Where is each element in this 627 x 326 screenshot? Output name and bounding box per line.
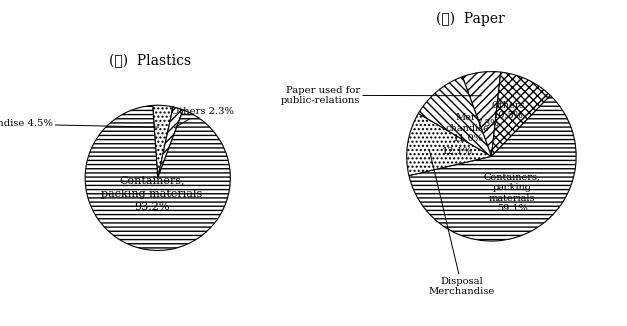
Wedge shape xyxy=(85,105,230,250)
Wedge shape xyxy=(418,77,492,156)
Text: Containers,
packing materials
93.2%: Containers, packing materials 93.2% xyxy=(102,176,203,212)
Text: Others
10.5%: Others 10.5% xyxy=(492,101,525,120)
Text: Others 2.3%: Others 2.3% xyxy=(171,107,234,128)
Wedge shape xyxy=(153,105,173,178)
Text: Merchandise 4.5%: Merchandise 4.5% xyxy=(0,120,159,128)
Text: 12.1%: 12.1% xyxy=(441,147,472,156)
Text: 7.3%: 7.3% xyxy=(476,119,499,127)
Text: (イ)  Paper: (イ) Paper xyxy=(436,12,505,26)
Text: Containers,
packing
materials
59.1%: Containers, packing materials 59.1% xyxy=(483,173,540,213)
Text: (ア)  Plastics: (ア) Plastics xyxy=(110,54,191,69)
Text: Disposal
Merchandise: Disposal Merchandise xyxy=(429,150,495,296)
Wedge shape xyxy=(409,96,576,241)
Wedge shape xyxy=(158,107,183,178)
Text: Paper used for
public-relations: Paper used for public-relations xyxy=(281,86,482,105)
Wedge shape xyxy=(407,113,492,176)
Wedge shape xyxy=(492,72,551,156)
Wedge shape xyxy=(463,72,501,156)
Text: Mer-
chandise
11.0%: Mer- chandise 11.0% xyxy=(446,113,490,143)
